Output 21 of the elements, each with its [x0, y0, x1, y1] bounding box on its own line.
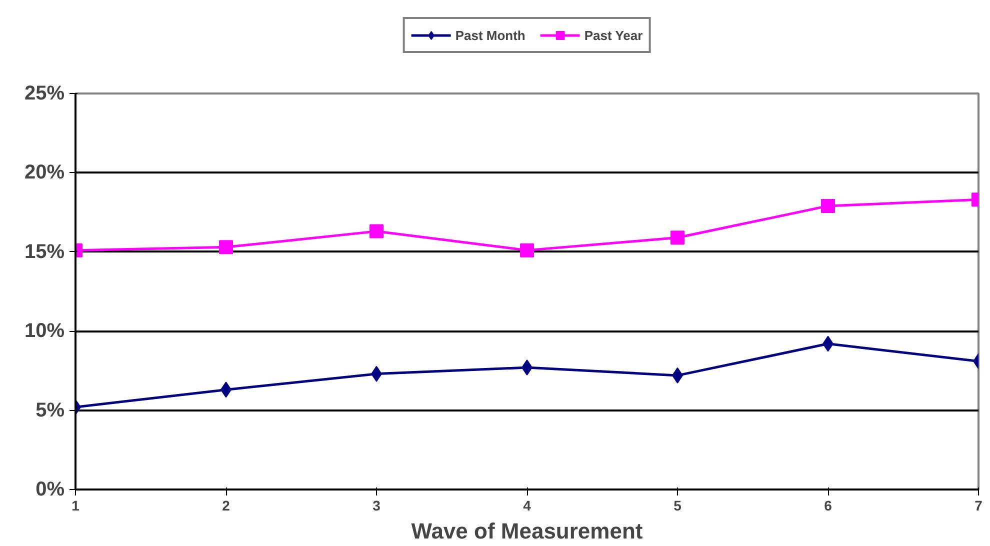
- x-tick-label: 5: [674, 498, 682, 514]
- y-tick-label: 0%: [36, 478, 65, 500]
- y-tick-label: 15%: [24, 240, 65, 263]
- point: [370, 224, 384, 238]
- x-tick-label: 2: [222, 498, 230, 514]
- point: [670, 230, 684, 245]
- legend-label: Past Month: [455, 28, 526, 42]
- x-tick-label: 6: [824, 498, 832, 514]
- point: [520, 243, 534, 258]
- y-tick-label: 25%: [24, 82, 65, 104]
- x-tick-label: 1: [72, 498, 80, 514]
- x-axis-title: Wave of Measurement: [411, 518, 644, 544]
- legend-label: Past Year: [584, 28, 643, 42]
- y-tick-label: 10%: [24, 320, 65, 342]
- point: [821, 198, 835, 213]
- x-tick-label: 4: [523, 498, 532, 514]
- x-tick-label: 3: [372, 498, 381, 514]
- x-tick-label: 7: [974, 498, 983, 514]
- y-tick-label: 5%: [36, 399, 65, 422]
- y-tick-label: 20%: [24, 162, 65, 184]
- point: [219, 240, 233, 254]
